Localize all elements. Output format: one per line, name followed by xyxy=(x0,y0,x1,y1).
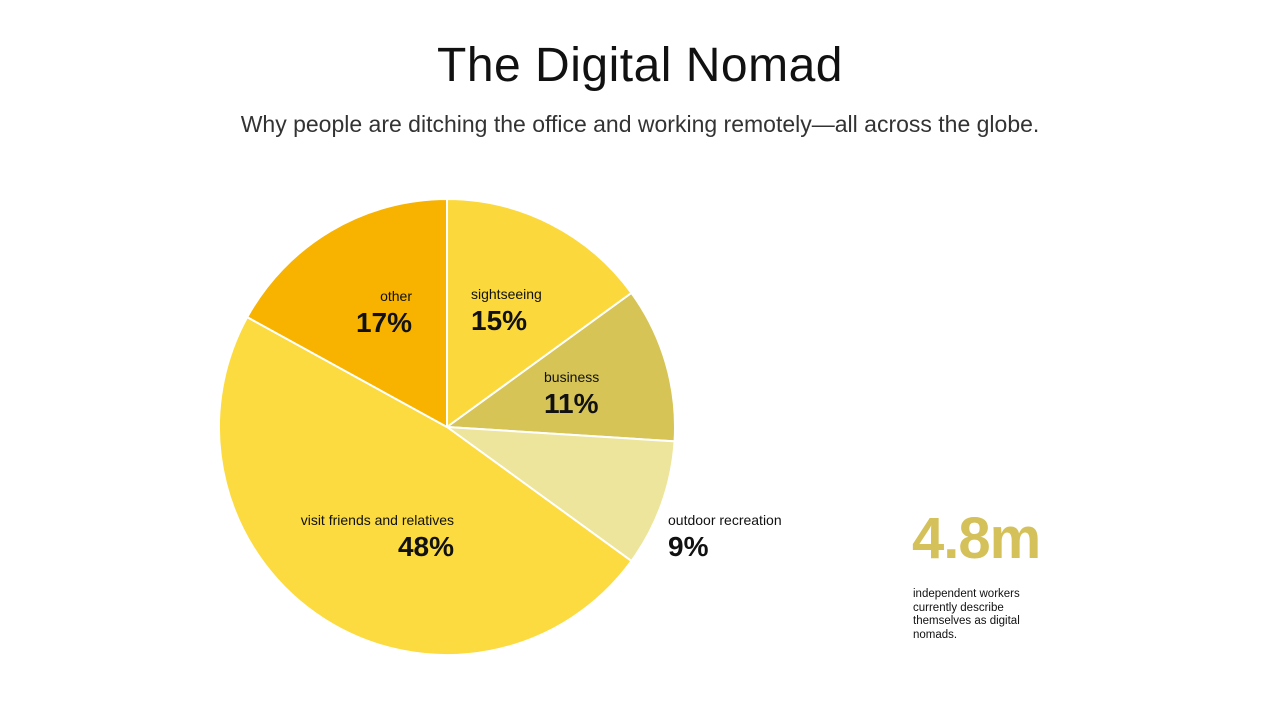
slice-label: other xyxy=(380,288,412,304)
slice-label: outdoor recreation xyxy=(668,512,782,528)
slice-percent: 48% xyxy=(398,531,454,562)
page-subtitle: Why people are ditching the office and w… xyxy=(240,111,1040,137)
slice-percent: 15% xyxy=(471,305,527,336)
slice-percent: 17% xyxy=(356,307,412,338)
pie-slices xyxy=(217,197,676,657)
pie-slice-outdoor-recreation xyxy=(443,425,676,563)
stat-value: 4.8m xyxy=(912,506,1041,571)
slice-label: visit friends and relatives xyxy=(301,512,454,528)
pie-slice-business xyxy=(444,291,676,443)
stat-caption: independent workers currently describe t… xyxy=(913,588,1020,641)
pie-slice-other xyxy=(245,197,448,429)
page-title: The Digital Nomad xyxy=(437,39,843,92)
pie-slice-visit-friends-and-relatives xyxy=(217,315,633,657)
slice-label: business xyxy=(544,369,599,385)
pie-slice-sightseeing xyxy=(446,197,633,429)
slice-label: sightseeing xyxy=(471,286,542,302)
slice-percent: 9% xyxy=(668,531,709,562)
slice-percent: 11% xyxy=(544,388,599,419)
